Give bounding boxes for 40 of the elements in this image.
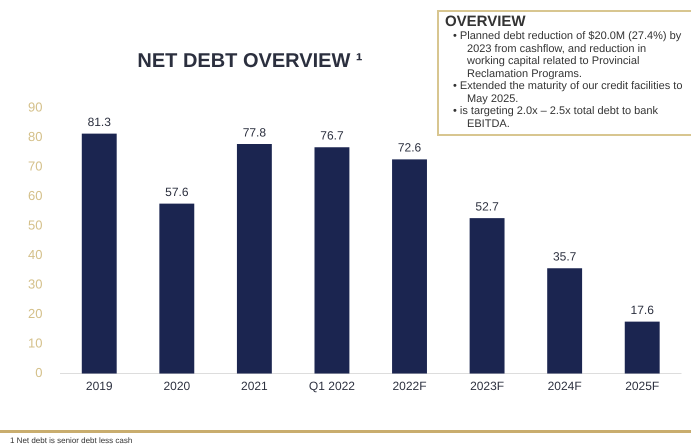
bar <box>314 147 350 374</box>
x-tick-label: Q1 2022 <box>308 379 356 394</box>
x-tick-label: 2021 <box>241 379 268 394</box>
data-label: 17.6 <box>630 302 654 317</box>
bar <box>159 204 194 374</box>
x-tick-label: 2019 <box>86 379 113 394</box>
text: OVERVIEW <box>445 13 527 30</box>
x-tick-label: 2025F <box>625 379 660 394</box>
y-tick-label: 40 <box>28 247 42 262</box>
x-tick-label: 2023F <box>470 379 504 394</box>
x-tick-label: 2022F <box>392 379 427 394</box>
text: 1 Net debt is senior debt less cash <box>0 430 691 445</box>
data-label: 77.8 <box>242 125 266 140</box>
bar <box>82 134 117 374</box>
data-label: 35.7 <box>552 250 577 264</box>
x-tick-label: 2020 <box>163 379 190 394</box>
data-label: 72.6 <box>398 140 422 155</box>
bar <box>392 159 427 374</box>
bar <box>236 144 272 374</box>
y-tick-label: 50 <box>28 218 42 233</box>
y-tick-label: 60 <box>28 188 42 204</box>
y-tick-label: 90 <box>28 100 42 115</box>
y-tick-label: 30 <box>28 276 42 292</box>
data-label: 57.6 <box>165 184 189 199</box>
data-label: 52.7 <box>475 199 500 214</box>
y-tick-label: 20 <box>28 306 42 322</box>
text: • Planned debt reduction of $20.0M (27.4%) by 2023 from cashflow, and reduction in working capital related to Provincial Reclamation Programs. <box>453 30 682 80</box>
y-tick-label: 10 <box>28 336 42 351</box>
chart-title: NET DEBT OVERVIEW ¹ <box>136 50 364 73</box>
data-label: 81.3 <box>88 114 112 129</box>
y-tick-label: 0 <box>35 365 42 380</box>
x-tick-label: 2024F <box>548 379 582 394</box>
y-tick-label: 70 <box>28 158 42 174</box>
annotation: • is targeting 2.0x – 2.5x total debt to bank EBITDA. <box>453 105 660 130</box>
text: • Extended the maturity of our credit facilities to May 2025. <box>453 80 684 105</box>
bar <box>624 322 660 374</box>
bar <box>547 268 582 374</box>
bar <box>470 218 505 374</box>
y-tick-label: 80 <box>28 129 42 144</box>
data-label: 76.7 <box>320 128 344 143</box>
